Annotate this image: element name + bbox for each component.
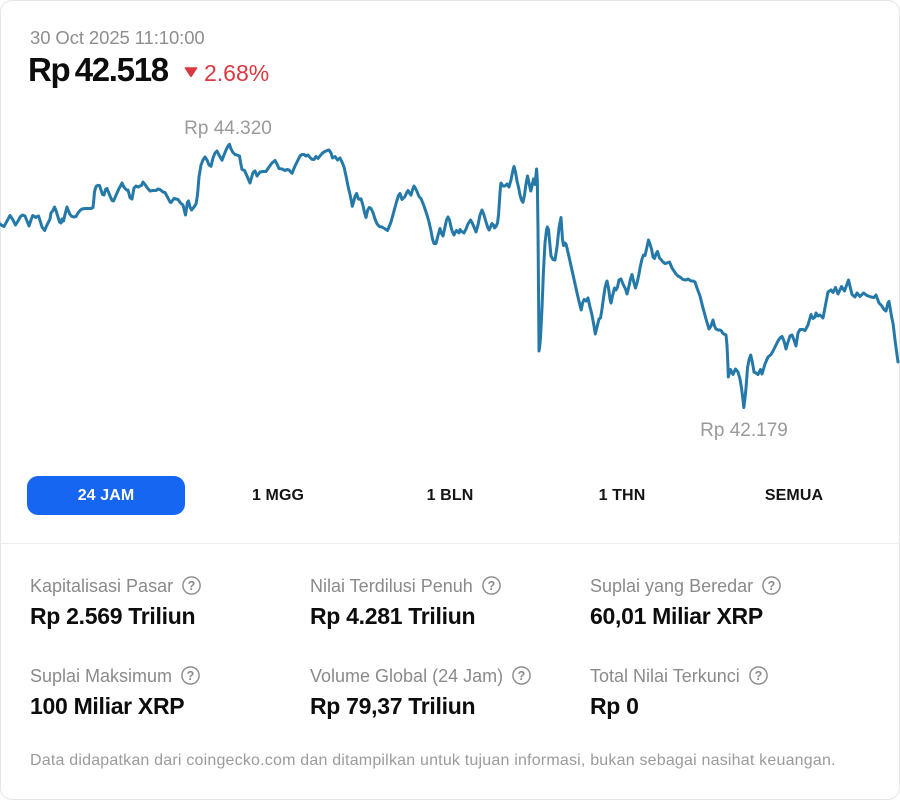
svg-text:Rp 44.320: Rp 44.320 — [184, 118, 272, 139]
svg-text:?: ? — [518, 669, 526, 683]
svg-text:?: ? — [187, 669, 195, 683]
svg-text:?: ? — [754, 669, 762, 683]
svg-text:?: ? — [188, 579, 196, 593]
svg-text:?: ? — [768, 579, 776, 593]
svg-text:Rp 42.179: Rp 42.179 — [700, 420, 788, 441]
svg-text:?: ? — [487, 579, 495, 593]
